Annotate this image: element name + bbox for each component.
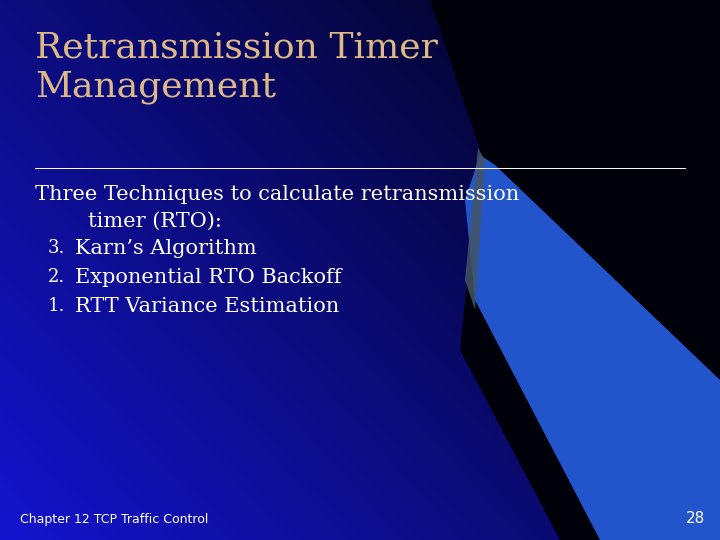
Text: Retransmission Timer
Management: Retransmission Timer Management	[35, 30, 438, 104]
Polygon shape	[430, 0, 720, 540]
Text: RTT Variance Estimation: RTT Variance Estimation	[75, 297, 339, 316]
Text: 28: 28	[685, 511, 705, 526]
Text: 3.: 3.	[48, 239, 66, 257]
Text: Three Techniques to calculate retransmission: Three Techniques to calculate retransmis…	[35, 185, 519, 204]
Polygon shape	[465, 148, 485, 310]
Text: Karn’s Algorithm: Karn’s Algorithm	[75, 239, 257, 258]
Text: timer (RTO):: timer (RTO):	[35, 212, 222, 231]
Text: Chapter 12 TCP Traffic Control: Chapter 12 TCP Traffic Control	[20, 513, 208, 526]
Text: 2.: 2.	[48, 268, 66, 286]
Text: Exponential RTO Backoff: Exponential RTO Backoff	[75, 268, 341, 287]
Text: 1.: 1.	[48, 297, 66, 315]
Polygon shape	[465, 155, 720, 540]
